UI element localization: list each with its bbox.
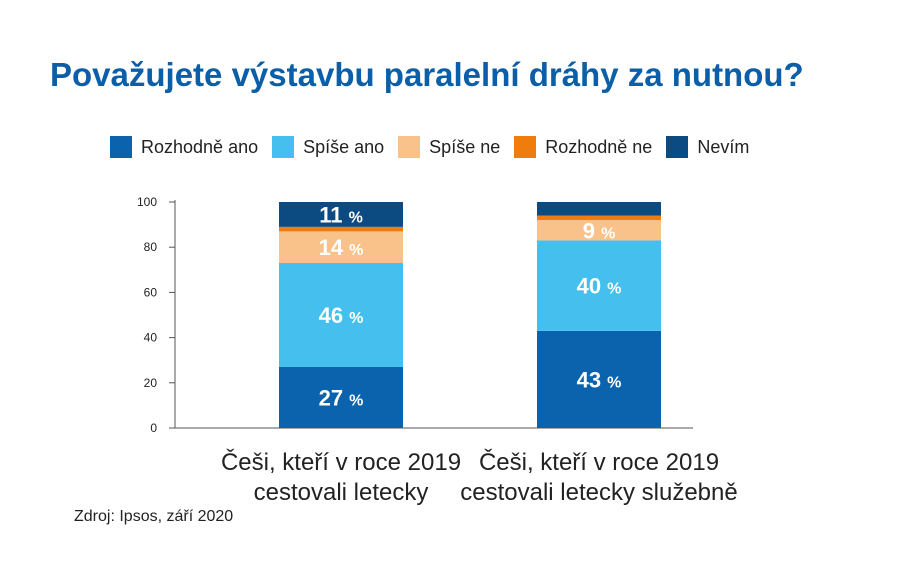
x-category-label: Češi, kteří v roce 2019 [221, 448, 461, 476]
y-tick-label: 0 [150, 421, 157, 435]
legend-swatch [398, 136, 421, 158]
y-tick-label: 20 [144, 376, 158, 390]
chart-title: Považujete výstavbu paralelní dráhy za n… [50, 56, 804, 93]
bar-segment [279, 202, 403, 227]
legend-label: Spíše ano [303, 136, 385, 157]
chart-legend: Rozhodně ano Spíše ano Spíše ne Rozhodně… [110, 132, 763, 162]
bar-segment [537, 202, 661, 216]
data-label: 40 % [577, 274, 622, 299]
data-label: 43 % [577, 367, 622, 392]
data-label: 27 % [319, 385, 364, 410]
y-tick-label: 100 [137, 195, 157, 209]
legend-swatch [272, 136, 295, 158]
legend-item-spise-ne: Spíše ne [398, 136, 500, 158]
data-label: 9 % [583, 218, 616, 243]
data-label: 11 % [319, 202, 363, 227]
legend-swatch [666, 136, 689, 158]
legend-item-nevim: Nevím [666, 136, 749, 158]
y-tick-label: 80 [144, 240, 158, 254]
legend-label: Nevím [697, 136, 750, 157]
legend-item-rozhodne-ano: Rozhodně ano [110, 136, 258, 158]
bar-segment [279, 231, 403, 264]
source-note: Zdroj: Ipsos, září 2020 [74, 508, 234, 525]
data-label: 14 % [319, 235, 364, 260]
bar-segment [279, 366, 403, 428]
data-label: 46 % [319, 303, 364, 328]
legend-swatch [514, 136, 537, 158]
bar-segment [537, 330, 661, 428]
legend-item-rozhodne-ne: Rozhodně ne [514, 136, 652, 158]
bar-segment [537, 215, 661, 221]
bar-segment [537, 240, 661, 331]
x-category-label: cestovali letecky služebně [460, 479, 737, 506]
legend-label: Spíše ne [429, 136, 501, 157]
x-category-label: cestovali letecky [254, 479, 429, 506]
y-tick-label: 40 [144, 331, 158, 345]
legend-label: Rozhodně ne [545, 136, 653, 157]
legend-swatch [110, 136, 132, 158]
bar-segment [537, 220, 661, 241]
x-category-label: Češi, kteří v roce 2019 [479, 448, 719, 476]
bar-segment [279, 263, 403, 367]
bar-segment [279, 226, 403, 232]
legend-item-spise-ano: Spíše ano [272, 136, 384, 158]
legend-label: Rozhodně ano [141, 136, 259, 157]
y-tick-label: 60 [144, 285, 158, 299]
